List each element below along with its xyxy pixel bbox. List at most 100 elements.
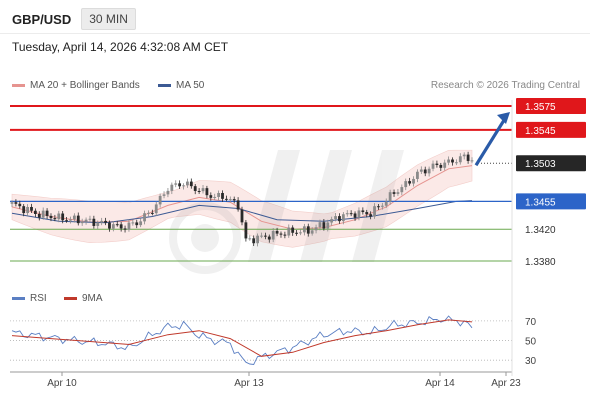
candle-body (322, 222, 326, 229)
candle-body (326, 222, 330, 229)
candle-body (334, 216, 337, 220)
candle-body (377, 206, 380, 208)
level-label-current: 1.3503 (525, 159, 556, 170)
candle-body (80, 221, 84, 224)
candle-body (423, 169, 427, 174)
candle-body (166, 190, 170, 195)
candle-body (65, 220, 68, 222)
candle-body (22, 206, 26, 214)
candle-body (435, 163, 439, 165)
level-label-resistance: 1.3545 (525, 126, 556, 137)
candle-body (310, 230, 314, 234)
candle-body (127, 222, 131, 230)
candle-body (111, 224, 115, 229)
candle-body (373, 206, 376, 217)
candle-body (49, 215, 53, 219)
level-label-box (516, 155, 586, 172)
candle-body (244, 222, 248, 239)
candle-body (248, 238, 252, 240)
candle-body (369, 214, 373, 217)
watermark-glyph-1 (248, 150, 300, 262)
candle-body (162, 194, 166, 196)
candle-body (318, 222, 322, 228)
candle-body (10, 202, 14, 204)
candle-body (263, 235, 267, 237)
candle-body (306, 226, 310, 234)
candle-body (412, 178, 415, 184)
candle-body (228, 199, 232, 201)
candle-body (314, 227, 318, 231)
level-label-resistance: 1.3575 (525, 102, 556, 113)
projection-arrow-shaft (474, 116, 508, 167)
candle-body (170, 184, 174, 191)
candle-body (396, 192, 400, 194)
candle-body (158, 195, 162, 205)
9ma-label: 9MA (82, 293, 103, 304)
candle-body (232, 199, 236, 201)
candle-body (96, 222, 100, 226)
candle-body (57, 213, 61, 220)
candle-body (174, 183, 178, 185)
watermark-logo (169, 150, 404, 274)
candle-body (392, 192, 396, 194)
candle-body (295, 232, 298, 234)
candle-body (338, 216, 341, 222)
projection-arrow-head (497, 112, 510, 124)
candle-body (189, 181, 193, 187)
candle-body (236, 200, 240, 210)
pair-title: GBP/USD (12, 11, 72, 27)
watermark-glyph-3 (352, 150, 404, 262)
candle-body (279, 233, 283, 235)
candle-body (470, 160, 474, 162)
candle-body (400, 187, 404, 193)
candle-body (76, 215, 80, 224)
candle-body (419, 169, 423, 172)
x-tick-label: Apr 13 (234, 378, 264, 389)
ma50-label: MA 50 (176, 80, 205, 91)
level-label-box (516, 193, 586, 210)
candle-body (443, 162, 447, 168)
candle-body (131, 222, 135, 224)
candle-body (37, 213, 41, 218)
candle-body (186, 181, 189, 186)
candle-body (353, 213, 357, 218)
candle-body (341, 214, 345, 222)
bollinger-band (11, 149, 473, 248)
candle-body (18, 203, 22, 207)
candle-body (431, 163, 435, 169)
candle-body (33, 210, 37, 214)
candle-body (108, 222, 111, 229)
rsi-tick-label: 30 (525, 356, 537, 367)
legend-rsi: RSI (12, 293, 47, 304)
candle-body (365, 212, 369, 215)
rsi-label: RSI (30, 293, 47, 304)
x-tick-label: Apr 14 (425, 378, 455, 389)
candle-body (104, 220, 107, 223)
9ma-swatch (64, 297, 77, 300)
candle-body (88, 218, 92, 220)
rsi-tick-label: 50 (525, 337, 537, 348)
level-label-support: 1.3380 (525, 257, 556, 268)
candle-body (384, 201, 388, 206)
legend-9ma: 9MA (64, 293, 103, 304)
candle-body (92, 218, 96, 226)
candle-body (225, 198, 228, 200)
candle-body (100, 220, 104, 223)
candle-body (205, 188, 209, 196)
rsi-swatch (12, 297, 25, 300)
header: GBP/USD 30 MIN (12, 8, 136, 30)
candle-body (221, 192, 224, 199)
level-label-box (516, 98, 586, 114)
candle-body (451, 159, 454, 163)
candle-body (408, 181, 412, 184)
candle-body (404, 181, 408, 188)
candle-body (61, 213, 65, 221)
candle-body (357, 210, 361, 218)
candle-body (267, 236, 271, 240)
timeframe-badge[interactable]: 30 MIN (81, 8, 136, 30)
candle-body (197, 190, 201, 192)
candle-body (380, 205, 384, 207)
credit-text: Research © 2026 Trading Central (430, 80, 580, 91)
candle-body (178, 183, 182, 187)
